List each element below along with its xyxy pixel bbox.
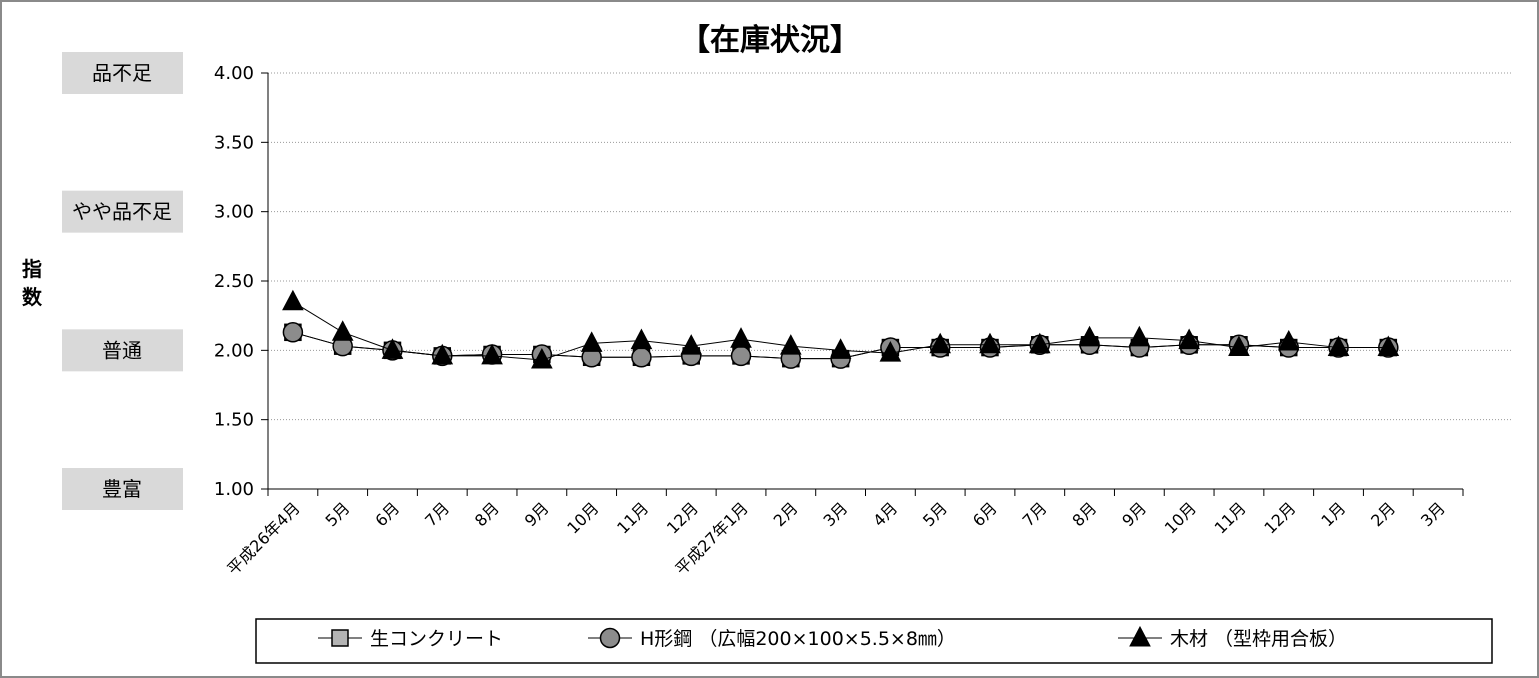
legend-entry: 生コンクリート: [370, 628, 503, 650]
data-point: [381, 338, 404, 359]
x-tick-label: 6月: [969, 498, 1001, 530]
axes: [261, 72, 1464, 496]
legend-marker: [599, 627, 621, 649]
data-point: [531, 347, 553, 369]
legend-box: [255, 618, 1493, 664]
x-tick-label: 8月: [471, 498, 503, 530]
data-point: [282, 289, 304, 311]
level-band: [62, 190, 183, 233]
data-point: [680, 334, 703, 355]
x-tick-label: 10月: [563, 498, 602, 537]
y-axis-label-char: 数: [22, 285, 43, 309]
x-tick-label: 7月: [421, 498, 453, 530]
level-label: 豊富: [102, 477, 142, 501]
legend-marker: [331, 629, 349, 647]
data-point: [431, 343, 454, 365]
y-tick-labels: 1.00 1.50 2.00 2.50 3.00 3.50 4.00: [214, 63, 254, 500]
data-point: [829, 338, 852, 359]
level-band: [62, 468, 183, 510]
x-tick-label: 2月: [770, 498, 802, 530]
x-tick-label: 3月: [819, 498, 851, 530]
x-tick-label: 7月: [1019, 498, 1051, 530]
legend-entry: 木材 （型枠用合板）: [1170, 628, 1347, 650]
series-group: [282, 289, 1400, 369]
x-tick-label: 11月: [613, 498, 652, 537]
data-point: [631, 347, 652, 368]
gridlines: [268, 72, 1513, 421]
data-point: [730, 327, 752, 348]
y-tick-label: 2.00: [214, 340, 254, 361]
x-tick-label: 11月: [1211, 498, 1250, 537]
level-band: [62, 52, 183, 94]
legend: 生コンクリート H形鋼 （広幅200×100×5.5×8㎜） 木材 （型枠用合板）: [255, 618, 1493, 664]
data-point: [282, 322, 304, 343]
legend-entry: H形鋼 （広幅200×100×5.5×8㎜）: [640, 628, 956, 650]
y-tick-label: 3.50: [214, 132, 254, 153]
data-point: [779, 334, 802, 355]
series-triangle: [282, 289, 1400, 369]
x-tick-label: 12月: [1260, 498, 1299, 537]
y-tick-label: 3.00: [214, 202, 254, 223]
level-band: [62, 329, 183, 372]
data-point: [1327, 335, 1350, 357]
data-point: [1228, 335, 1250, 357]
data-point: [1277, 329, 1300, 351]
x-tick-label: 2月: [1367, 498, 1399, 530]
data-point: [630, 328, 653, 350]
x-tick-label: 平成26年4月: [223, 498, 303, 578]
data-point: [879, 341, 902, 362]
data-point: [481, 343, 503, 365]
y-tick-label: 4.00: [214, 63, 254, 84]
x-tick-label: 6月: [371, 498, 403, 530]
data-point: [929, 332, 952, 354]
chart-title: 【在庫状況】: [680, 23, 860, 58]
legend-marker: [1129, 625, 1151, 647]
y-tick-label: 1.50: [214, 410, 254, 431]
data-point: [580, 331, 603, 352]
y-tick-label: 1.00: [214, 479, 254, 500]
x-tick-label: 3月: [1417, 498, 1449, 530]
x-tick-label: 5月: [322, 498, 354, 530]
data-point: [1078, 325, 1101, 347]
x-tick-label: 9月: [521, 498, 553, 530]
x-tick-label: 8月: [1068, 498, 1100, 530]
x-tick-label: 12月: [663, 498, 702, 537]
data-point: [1178, 328, 1200, 350]
data-point: [730, 345, 752, 367]
data-point: [1128, 325, 1151, 347]
x-tick-label: 10月: [1161, 498, 1200, 537]
level-label: やや品不足: [72, 200, 172, 224]
x-tick-label: 9月: [1118, 498, 1150, 530]
x-tick-label: 5月: [919, 498, 951, 530]
data-point: [1028, 332, 1051, 354]
data-point: [979, 332, 1001, 354]
level-label: 品不足: [92, 61, 152, 85]
y-tick-label: 2.50: [214, 271, 254, 292]
y-axis-label-char: 指: [22, 257, 42, 281]
level-label: 普通: [102, 338, 142, 362]
x-tick-label: 4月: [869, 498, 901, 530]
x-tick-label: 1月: [1317, 498, 1349, 530]
y-axis-label: 指数: [22, 257, 43, 309]
data-point: [331, 320, 354, 341]
data-point: [1377, 335, 1400, 357]
